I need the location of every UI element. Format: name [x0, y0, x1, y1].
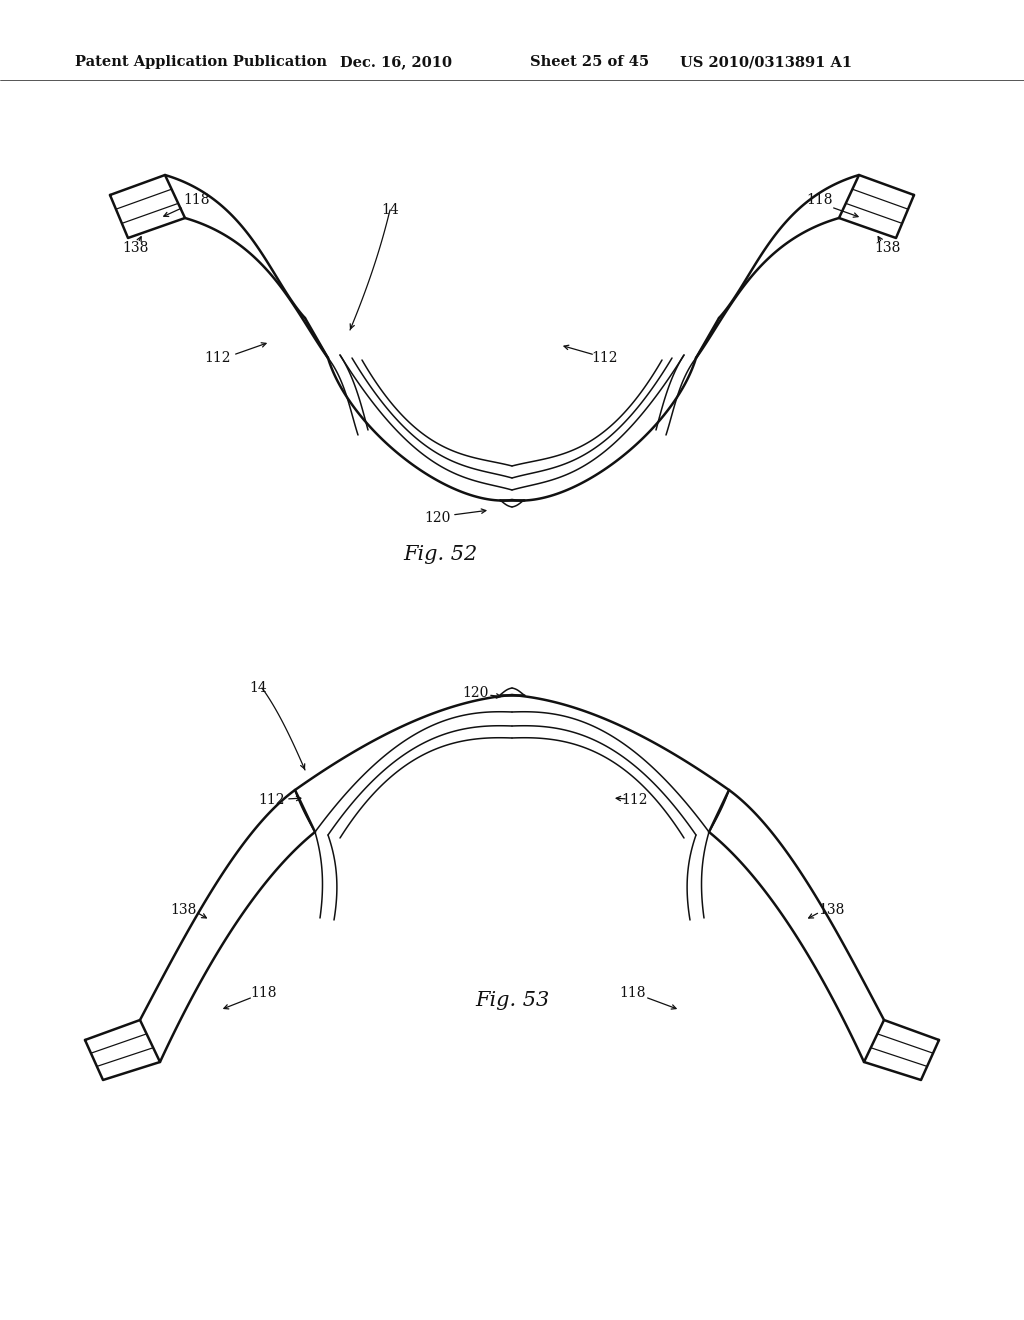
- Text: Fig. 52: Fig. 52: [402, 545, 477, 565]
- Text: Dec. 16, 2010: Dec. 16, 2010: [340, 55, 452, 69]
- Text: 120: 120: [463, 686, 489, 700]
- Text: 112: 112: [259, 793, 286, 807]
- Text: 118: 118: [183, 193, 210, 207]
- Text: 120: 120: [424, 511, 451, 525]
- Text: 138: 138: [819, 903, 845, 917]
- Text: 138: 138: [170, 903, 197, 917]
- Text: Sheet 25 of 45: Sheet 25 of 45: [530, 55, 649, 69]
- Text: Fig. 53: Fig. 53: [475, 990, 549, 1010]
- Text: 118: 118: [807, 193, 834, 207]
- Text: 14: 14: [249, 681, 267, 696]
- Text: 14: 14: [381, 203, 399, 216]
- Text: Patent Application Publication: Patent Application Publication: [75, 55, 327, 69]
- Text: 118: 118: [251, 986, 278, 1001]
- Text: US 2010/0313891 A1: US 2010/0313891 A1: [680, 55, 852, 69]
- Text: 112: 112: [592, 351, 618, 366]
- Text: 118: 118: [620, 986, 646, 1001]
- Text: 138: 138: [122, 242, 148, 255]
- Text: 112: 112: [622, 793, 648, 807]
- Text: 112: 112: [205, 351, 231, 366]
- Text: 138: 138: [874, 242, 901, 255]
